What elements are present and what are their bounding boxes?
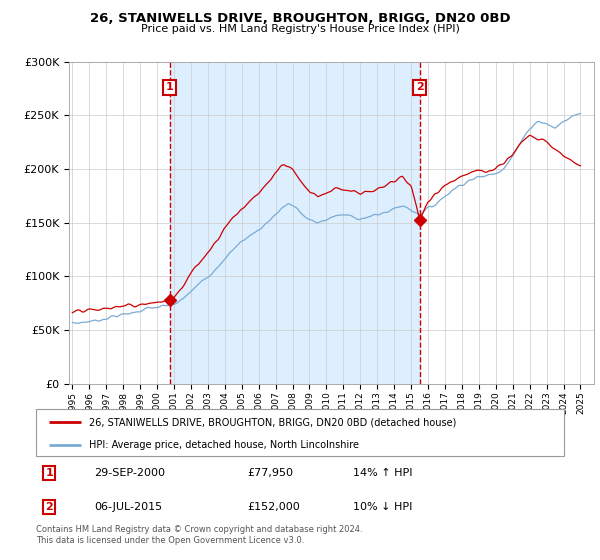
Text: £77,950: £77,950 [247, 468, 293, 478]
Text: Price paid vs. HM Land Registry's House Price Index (HPI): Price paid vs. HM Land Registry's House … [140, 24, 460, 34]
Text: 2: 2 [416, 82, 424, 92]
Text: HPI: Average price, detached house, North Lincolnshire: HPI: Average price, detached house, Nort… [89, 440, 359, 450]
Text: 29-SEP-2000: 29-SEP-2000 [94, 468, 165, 478]
Bar [170, 62, 419, 384]
Text: 2: 2 [46, 502, 53, 512]
Text: Contains HM Land Registry data © Crown copyright and database right 2024.
This d: Contains HM Land Registry data © Crown c… [36, 525, 362, 545]
Text: 14% ↑ HPI: 14% ↑ HPI [353, 468, 412, 478]
Text: 1: 1 [166, 82, 173, 92]
Text: £152,000: £152,000 [247, 502, 300, 512]
Text: 06-JUL-2015: 06-JUL-2015 [94, 502, 162, 512]
Text: 10% ↓ HPI: 10% ↓ HPI [353, 502, 412, 512]
Text: 26, STANIWELLS DRIVE, BROUGHTON, BRIGG, DN20 0BD: 26, STANIWELLS DRIVE, BROUGHTON, BRIGG, … [89, 12, 511, 25]
Text: 26, STANIWELLS DRIVE, BROUGHTON, BRIGG, DN20 0BD (detached house): 26, STANIWELLS DRIVE, BROUGHTON, BRIGG, … [89, 417, 456, 427]
FancyBboxPatch shape [36, 409, 564, 456]
Text: 1: 1 [46, 468, 53, 478]
